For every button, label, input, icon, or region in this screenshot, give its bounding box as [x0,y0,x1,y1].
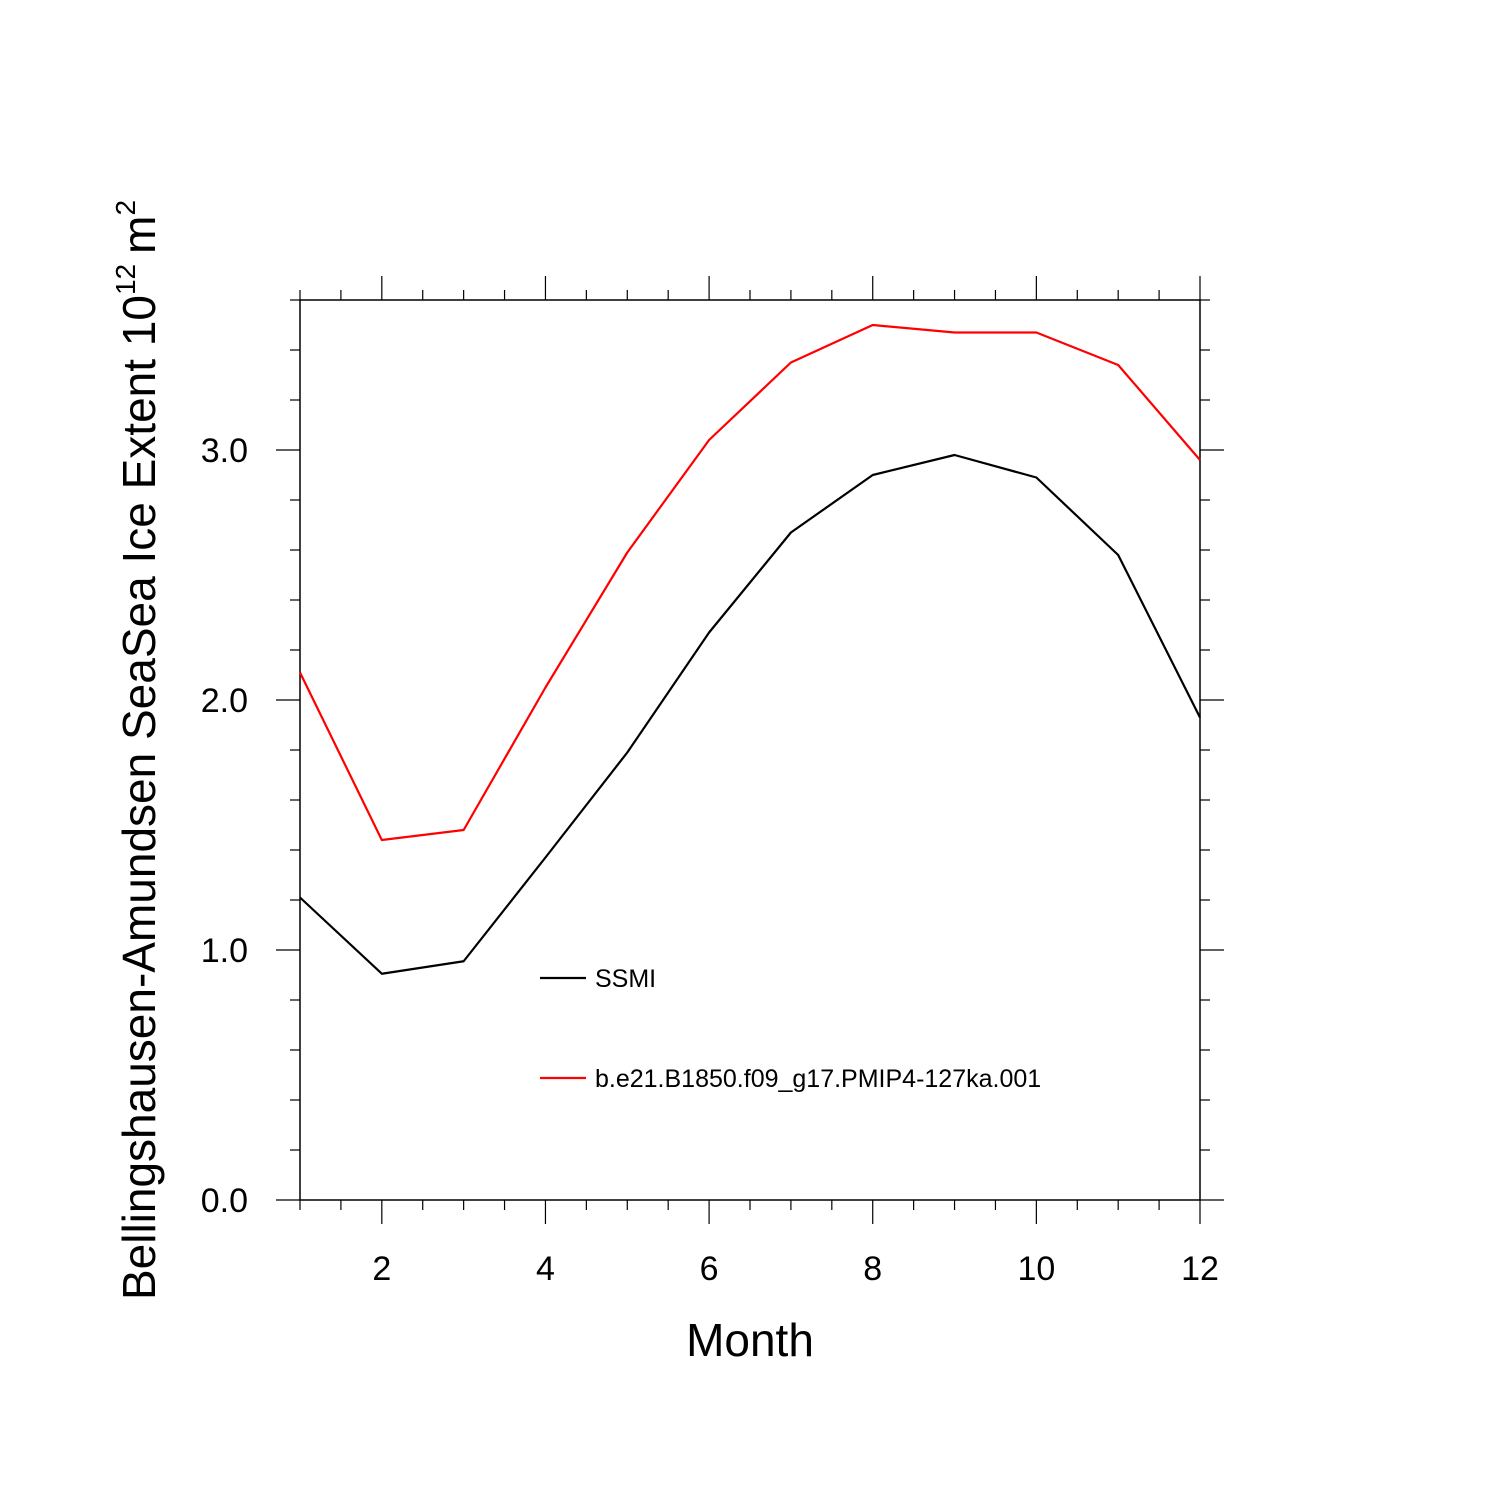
x-axis-title: Month [686,1314,814,1366]
x-tick-label: 12 [1181,1250,1219,1288]
legend: SSMI b.e21.B1850.f09_g17.PMIP4-127ka.001 [540,965,1041,1093]
x-tick-label: 6 [700,1250,719,1288]
y-axis-title-exponent: 12 [110,264,141,295]
series-line-1 [299,453,1201,975]
y-tick-label: 1.0 [201,932,248,970]
y-tick-label: 3.0 [201,432,248,470]
series-line-2 [299,323,1201,842]
series-lines [299,323,1201,975]
y-tick-label: 0.0 [201,1182,248,1220]
y-tick-label: 2.0 [201,682,248,720]
axis-ticks [276,276,1224,1224]
y-axis-title-main: Bellingshausen-Amundsen SeaSea Ice Exten… [113,295,165,1300]
legend-label-1: SSMI [595,965,656,993]
axis-tick-labels: 2 4 6 8 10 12 0.0 1.0 2.0 3.0 [201,432,1219,1288]
x-tick-label: 2 [372,1250,391,1288]
legend-label-2: b.e21.B1850.f09_g17.PMIP4-127ka.001 [595,1065,1041,1093]
y-axis-title: Bellingshausen-Amundsen SeaSea Ice Exten… [110,200,165,1300]
x-tick-label: 8 [863,1250,882,1288]
x-tick-label: 4 [536,1250,555,1288]
y-axis-title-unit: m [113,216,165,254]
x-tick-label: 10 [1017,1250,1055,1288]
y-axis-title-unit-exponent: 2 [110,200,141,216]
